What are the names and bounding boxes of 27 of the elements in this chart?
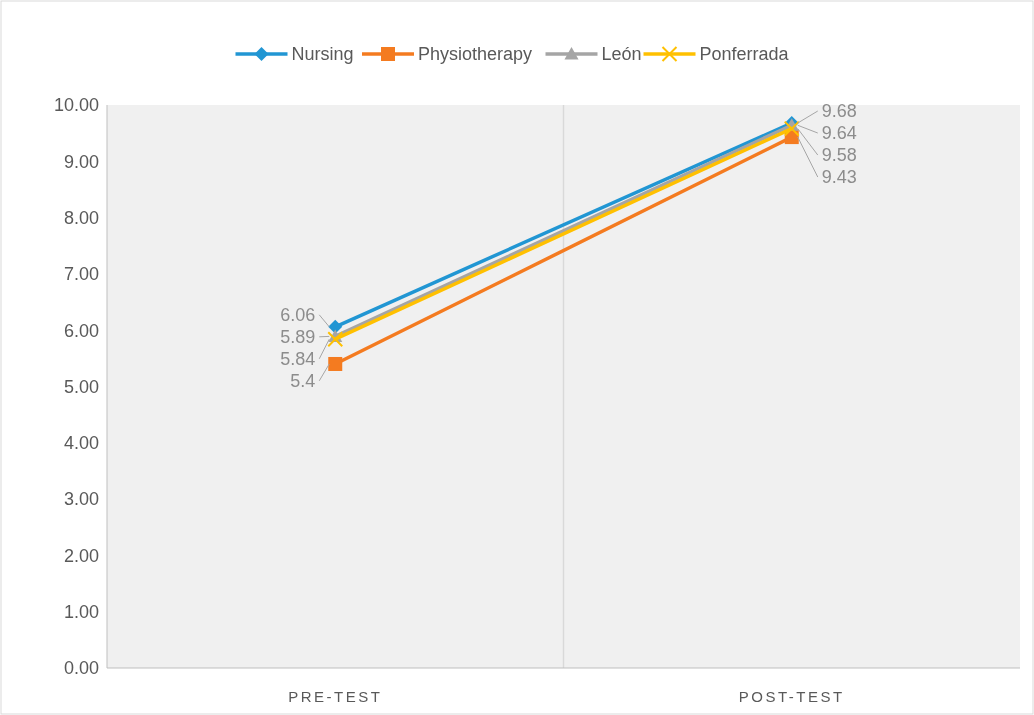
y-tick-label: 4.00 <box>63 433 99 454</box>
x-tick-label: POST-TEST <box>738 688 845 705</box>
data-label: 6.06 <box>280 304 316 325</box>
data-label: 9.68 <box>821 101 857 122</box>
y-tick-label: 10.00 <box>53 95 99 116</box>
legend-label: Ponferrada <box>699 44 790 65</box>
point <box>328 356 343 371</box>
data-label: 5.89 <box>280 326 316 347</box>
y-tick-label: 0.00 <box>63 658 99 679</box>
point <box>783 120 800 137</box>
legend-label: Physiotherapy <box>418 44 533 65</box>
y-tick-label: 2.00 <box>63 545 99 566</box>
y-tick-label: 7.00 <box>63 264 99 285</box>
y-tick-label: 5.00 <box>63 376 99 397</box>
data-label: 5.84 <box>280 348 316 369</box>
legend-label: León <box>601 44 642 65</box>
y-tick-label: 8.00 <box>63 207 99 228</box>
y-tick-label: 6.00 <box>63 320 99 341</box>
y-tick-label: 3.00 <box>63 489 99 510</box>
data-label: 5.4 <box>290 370 316 391</box>
y-tick-label: 1.00 <box>63 602 99 622</box>
data-label: 9.64 <box>821 123 857 144</box>
data-label: 9.43 <box>821 167 857 188</box>
legend-label: Nursing <box>291 44 354 65</box>
x-tick-label: PRE-TEST <box>288 688 383 705</box>
y-tick-label: 9.00 <box>63 151 99 172</box>
data-label: 9.58 <box>821 145 857 166</box>
